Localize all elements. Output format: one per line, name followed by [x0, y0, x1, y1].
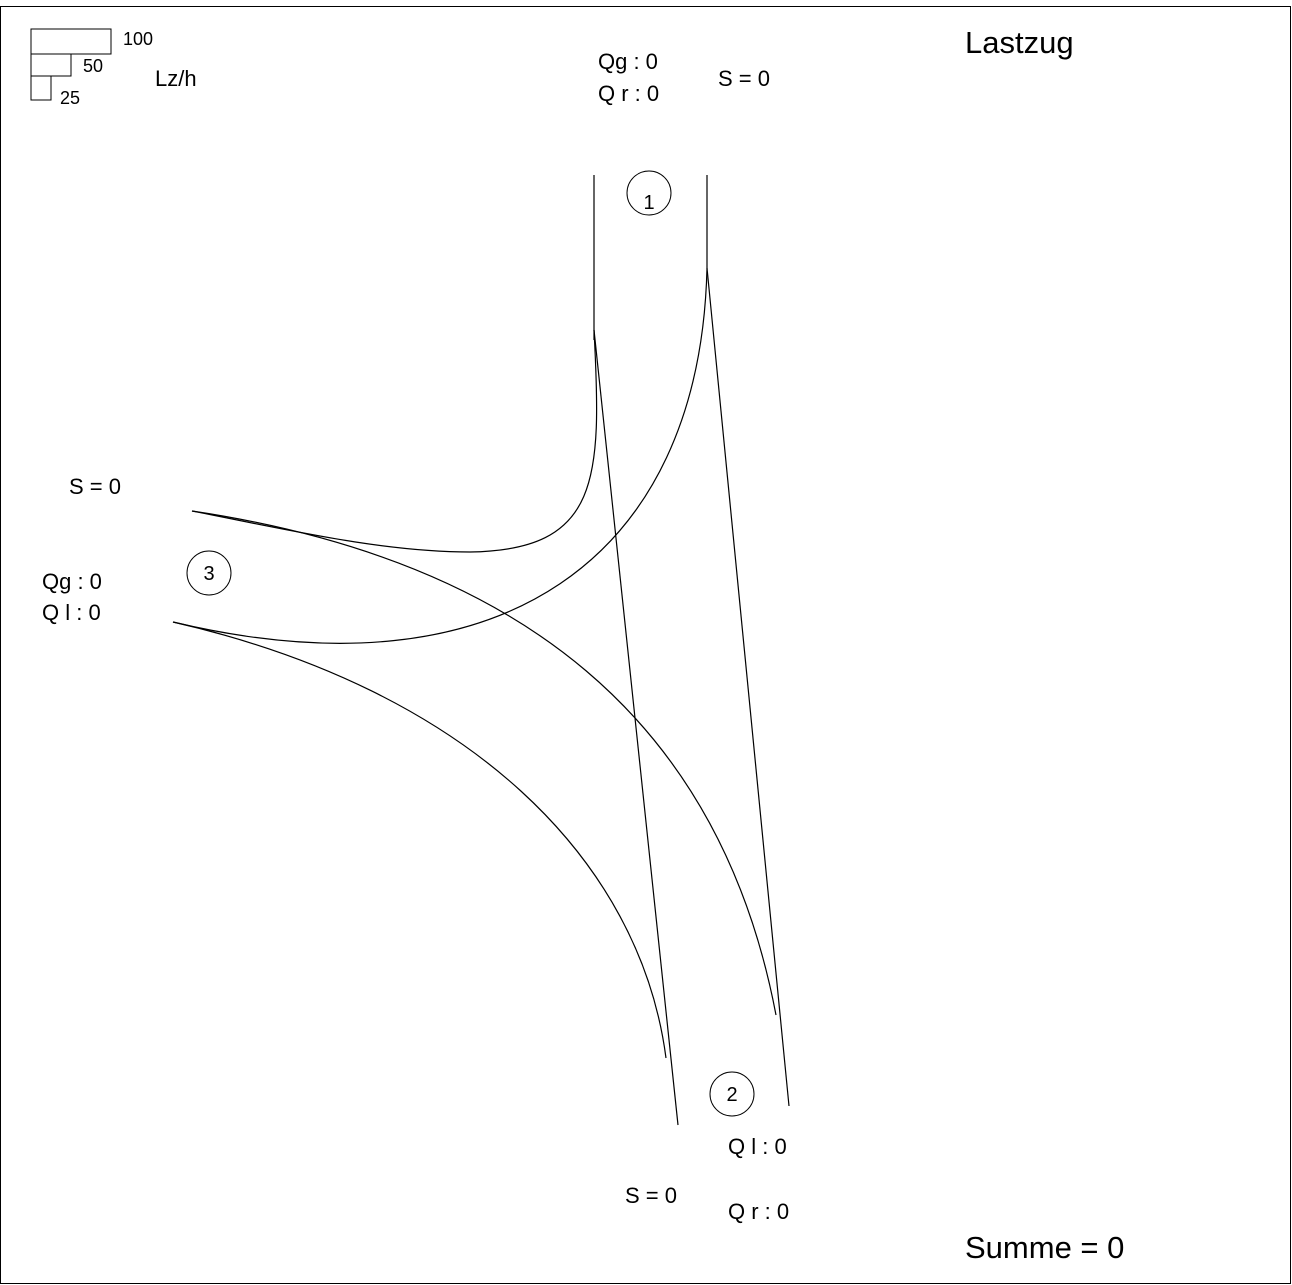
legend-box-100 — [30, 28, 112, 55]
approach-3-through: Qg : 0 — [42, 569, 102, 594]
node-1-circle — [626, 170, 672, 216]
node-3-label: 3 — [203, 563, 214, 585]
approach-2-left: Q l : 0 — [728, 1134, 787, 1159]
total-sum: Summe = 0 — [965, 1230, 1124, 1265]
legend-value-50: 50 — [83, 56, 103, 76]
approach-1-through: Qg : 0 — [598, 49, 658, 74]
approach-3: 3 S = 0 Qg : 0 Q l : 0 — [42, 474, 232, 625]
node-2-circle — [709, 1071, 755, 1117]
flow-line-1-to-3 — [191, 329, 598, 553]
approach-2-sum: S = 0 — [625, 1183, 677, 1208]
flow-line-1-to-3-outer — [172, 267, 708, 644]
flow-line-1-to-2-left — [593, 329, 679, 1126]
approach-3-sum: S = 0 — [69, 474, 121, 499]
flow-line-1-to-2-right — [706, 267, 790, 1107]
approach-3-left: Q l : 0 — [42, 600, 101, 625]
approach-2-right: Q r : 0 — [728, 1199, 789, 1224]
legend-unit: Lz/h — [155, 66, 197, 91]
legend-value-100: 100 — [123, 29, 153, 49]
approach-1-sum: S = 0 — [718, 66, 770, 91]
approach-2: 2 Q l : 0 Q r : 0 S = 0 — [625, 1071, 789, 1224]
legend-box-25 — [30, 75, 52, 101]
legend-value-25: 25 — [60, 88, 80, 108]
node-2-label: 2 — [726, 1084, 737, 1106]
legend-box-50 — [30, 53, 72, 77]
flow-line-3-to-2-inner — [172, 621, 667, 1059]
node-1-label: 1 — [643, 192, 654, 214]
diagram-title: Lastzug — [965, 25, 1074, 60]
approach-1: 1 Qg : 0 Q r : 0 S = 0 — [598, 49, 770, 216]
legend: 100 50 25 Lz/h — [30, 28, 197, 108]
flow-line-3-to-2-outer — [191, 510, 777, 1016]
diagram-frame — [0, 6, 1291, 1284]
approach-1-right: Q r : 0 — [598, 81, 659, 106]
flow-lines — [172, 175, 790, 1126]
node-3-circle — [186, 550, 232, 596]
